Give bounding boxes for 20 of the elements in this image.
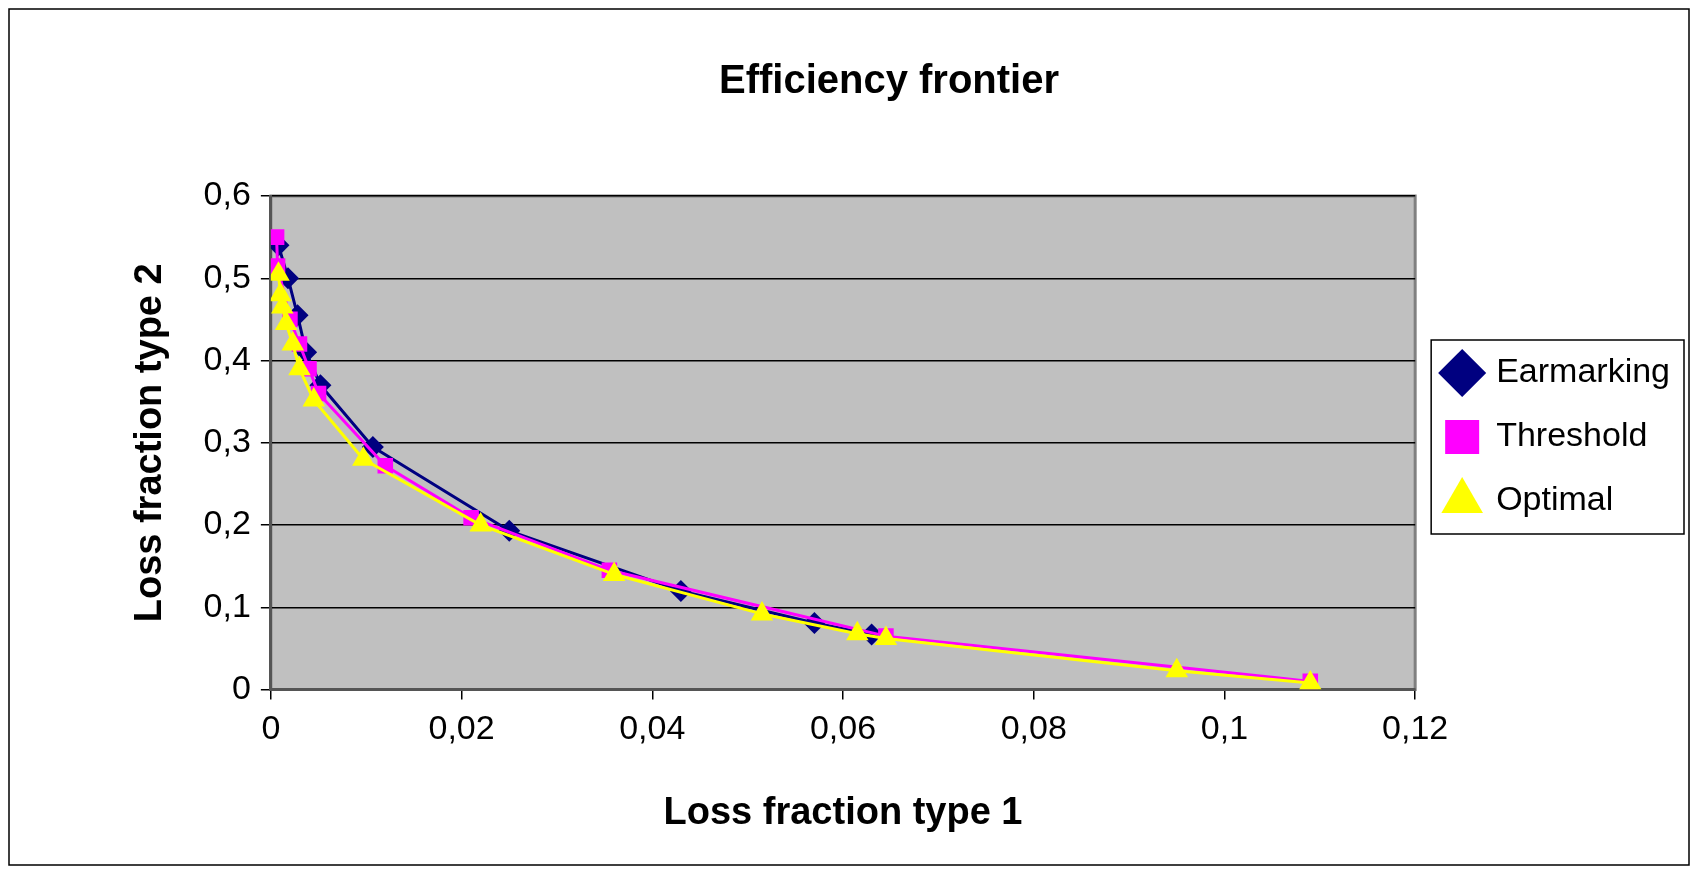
y-tick-label: 0,3 [203, 421, 251, 460]
legend-label: Earmarking [1496, 351, 1671, 390]
x-tick-label: 0,04 [619, 708, 686, 747]
y-tick-label: 0,2 [203, 503, 251, 542]
x-tick-label: 0,1 [1200, 708, 1249, 747]
chart-title: Efficiency frontier [718, 57, 1060, 102]
x-tick-label: 0,06 [809, 708, 877, 747]
y-tick-label: 0,4 [203, 338, 251, 377]
legend-label: Optimal [1496, 479, 1614, 518]
y-tick-label: 0,5 [203, 256, 251, 295]
x-axis-title: Loss fraction type 1 [663, 789, 1023, 832]
y-tick-label: 0,1 [203, 585, 251, 624]
x-tick-label: 0,08 [1000, 708, 1067, 747]
legend-label: Threshold [1496, 415, 1648, 454]
y-axis-title: Loss fraction type 2 [127, 263, 170, 623]
x-tick-label: 0,02 [428, 708, 495, 747]
x-tick-label: 0 [261, 708, 281, 747]
y-tick-label: 0 [231, 667, 251, 706]
y-tick-label: 0,6 [203, 174, 251, 213]
x-tick-label: 0,12 [1382, 708, 1449, 747]
